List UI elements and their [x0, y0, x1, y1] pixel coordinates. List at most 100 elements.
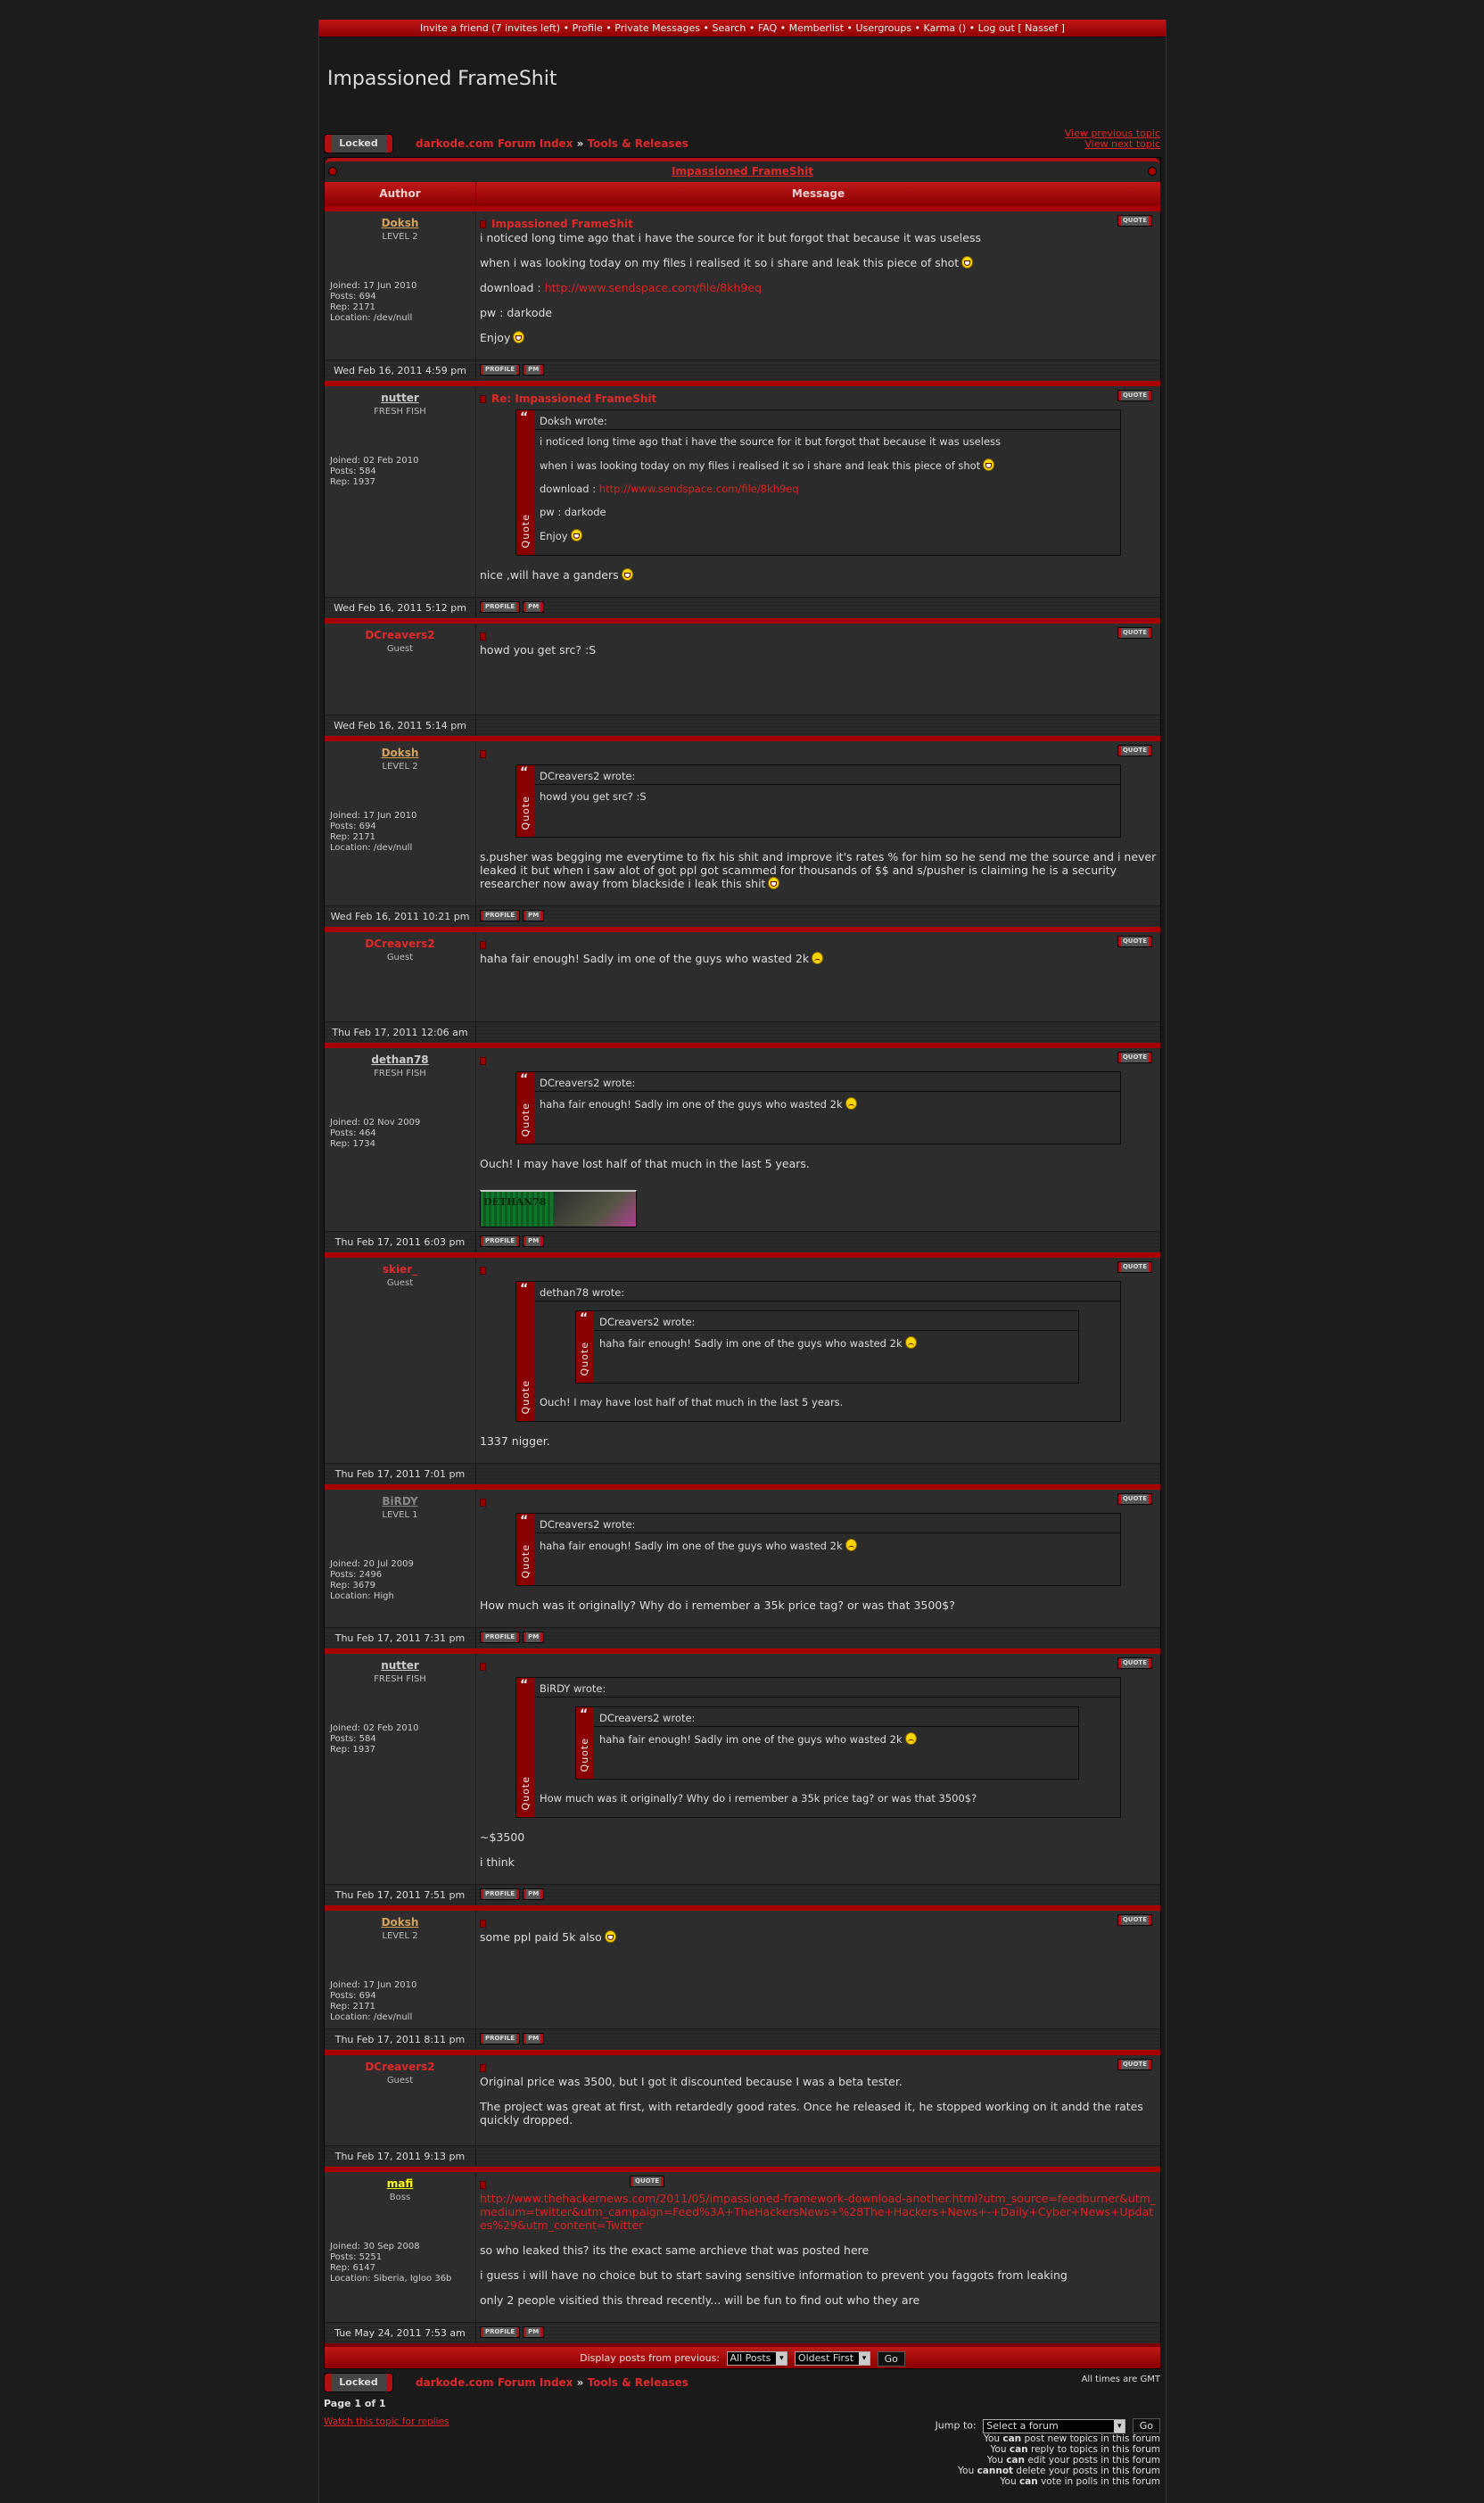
pm-button[interactable]: PM: [523, 2033, 545, 2045]
author-stats: Joined: 17 Jun 2010 Posts: 694 Rep: 2171 Lo…: [330, 811, 470, 854]
post-link[interactable]: http://www.thehackernews.com/2011/05/imp…: [480, 2192, 1157, 2232]
permissions-list: You can post new topics in this forum You…: [958, 2433, 1160, 2487]
topic-title-link[interactable]: Impassioned FrameShit: [672, 165, 813, 178]
paragraph-text: when i was looking today on my files i r…: [540, 459, 981, 472]
quote-button[interactable]: QUOTE: [1117, 745, 1152, 756]
quote-button[interactable]: QUOTE: [1117, 936, 1152, 947]
author-name[interactable]: nutter: [381, 392, 419, 404]
quote-button[interactable]: QUOTE: [1117, 215, 1152, 227]
pm-button[interactable]: PM: [523, 601, 545, 613]
post-author-panel: Doksh LEVEL 2 Joined: 17 Jun 2010 Posts: 69…: [325, 211, 476, 359]
post-date: Wed Feb 16, 2011 10:21 pm: [325, 906, 476, 927]
quote-block: “ Quote DCreavers2 wrote: haha fair enough!…: [515, 1071, 1121, 1144]
quote-label: Quote: [579, 1341, 590, 1375]
pm-button[interactable]: PM: [523, 1888, 545, 1900]
view-previous-topic-link[interactable]: View previous topic: [1064, 128, 1160, 139]
pm-button[interactable]: PM: [523, 1235, 545, 1247]
nav-link-6[interactable]: Usergroups: [855, 22, 912, 34]
post-icon: [480, 1663, 486, 1671]
author-stats: Joined: 17 Jun 2010 Posts: 694 Rep: 2171 Lo…: [330, 1980, 470, 2023]
nav-link-5[interactable]: Memberlist: [788, 22, 845, 34]
author-stat: Rep: 3679: [330, 1581, 375, 1590]
nav-separator: •: [777, 22, 789, 34]
post-paragraph: download : http://www.sendspace.com/file…: [480, 281, 1157, 294]
author-name[interactable]: dethan78: [371, 1053, 429, 1066]
quote-button[interactable]: QUOTE: [1117, 1052, 1152, 1063]
display-go-button[interactable]: Go: [877, 2350, 905, 2367]
post-message: QUOTE http://www.thehackernews.com/2011/0…: [476, 2172, 1160, 2322]
author-name[interactable]: mafi: [386, 2177, 414, 2190]
display-range-select[interactable]: All Posts: [726, 2351, 788, 2366]
quote-mark-icon: “: [580, 1311, 589, 1326]
nav-link-4[interactable]: FAQ: [757, 22, 778, 34]
post: DCreavers2 Guest QUOTE Original price was 3…: [325, 2050, 1160, 2167]
post: DCreavers2 Guest QUOTE howd you get src? :S…: [325, 618, 1160, 736]
pm-button[interactable]: PM: [523, 364, 545, 376]
pm-button[interactable]: PM: [523, 910, 545, 921]
locked-button[interactable]: Locked: [324, 134, 393, 153]
view-next-topic-link[interactable]: View next topic: [1084, 138, 1160, 150]
post-row: nutter FRESH FISH Joined: 02 Feb 2010 Posts…: [325, 1654, 1160, 1884]
paragraph-text: Enjoy: [480, 331, 511, 344]
jump-to-label: Jump to:: [935, 2419, 977, 2432]
profile-button[interactable]: PROFILE: [480, 2326, 521, 2338]
quote-author: DCreavers2 wrote:: [594, 1311, 1078, 1331]
nav-link-7[interactable]: Karma (): [923, 22, 967, 34]
profile-button[interactable]: PROFILE: [480, 1888, 521, 1900]
signature-logo: DETHAN78: [481, 1192, 554, 1227]
profile-button[interactable]: PROFILE: [480, 364, 521, 376]
sort-order-select[interactable]: Oldest First: [794, 2351, 871, 2366]
breadcrumb-tools-releases[interactable]: Tools & Releases: [587, 137, 688, 150]
pm-button[interactable]: PM: [523, 1631, 545, 1643]
author-name[interactable]: Doksh: [381, 217, 419, 229]
breadcrumb-tools-releases[interactable]: Tools & Releases: [587, 2376, 688, 2389]
quote-strip: “ Quote: [516, 1678, 534, 1817]
paragraph-text: only 2 people visitied this thread recen…: [480, 2293, 920, 2307]
author-name[interactable]: BiRDY: [382, 1495, 418, 1508]
quote-mark-icon: “: [520, 1678, 529, 1692]
quote-text: haha fair enough! Sadly im one of the gu…: [534, 1533, 1120, 1585]
breadcrumb-forum-index[interactable]: darkode.com Forum Index: [416, 2376, 573, 2389]
quote-button[interactable]: QUOTE: [1117, 390, 1152, 401]
nav-link-0[interactable]: Invite a friend (7 invites left): [420, 22, 561, 34]
nav-link-1[interactable]: Profile: [572, 22, 603, 34]
profile-button[interactable]: PROFILE: [480, 910, 521, 921]
post-row: skier_ Guest QUOTE “Quote dethan78 wrote: “Qu…: [325, 1258, 1160, 1463]
breadcrumb-forum-index[interactable]: darkode.com Forum Index: [416, 137, 573, 150]
quote-button[interactable]: QUOTE: [1117, 1493, 1152, 1505]
post-footer: Thu Feb 17, 2011 8:11 pm PROFILE PM: [325, 2028, 1160, 2050]
paragraph-text: howd you get src? :S: [480, 643, 597, 657]
nav-link-3[interactable]: Search: [712, 22, 746, 34]
profile-button[interactable]: PROFILE: [480, 1235, 521, 1247]
author-name[interactable]: nutter: [381, 1659, 419, 1672]
post-link[interactable]: http://www.sendspace.com/file/8kh9eq: [544, 281, 762, 294]
forum-select[interactable]: Select a forum: [983, 2418, 1126, 2433]
quote-strip: “ Quote: [516, 1514, 534, 1585]
quote-button[interactable]: QUOTE: [1117, 627, 1152, 639]
author-rank: LEVEL 1: [382, 1510, 418, 1520]
profile-button[interactable]: PROFILE: [480, 1631, 521, 1643]
quote-button[interactable]: QUOTE: [1117, 1657, 1152, 1669]
breadcrumb: darkode.com Forum Index » Tools & Releas…: [416, 137, 688, 150]
quote-button[interactable]: QUOTE: [630, 2176, 665, 2187]
post-link[interactable]: http://www.sendspace.com/file/8kh9eq: [598, 483, 799, 495]
profile-button[interactable]: PROFILE: [480, 601, 521, 613]
locked-button-bottom[interactable]: Locked: [324, 2373, 393, 2392]
jump-go-button[interactable]: Go: [1132, 2418, 1160, 2433]
nav-link-8[interactable]: Log out [ Nassef ]: [977, 22, 1065, 34]
author-name[interactable]: Doksh: [381, 747, 419, 759]
post-footer: Wed Feb 16, 2011 4:59 pm PROFILE PM: [325, 359, 1160, 381]
quote-label: Quote: [520, 795, 532, 830]
post-actions: PROFILE PM: [476, 2029, 550, 2050]
pm-button[interactable]: PM: [523, 2326, 545, 2338]
post-paragraph: 1337 nigger.: [480, 1434, 1157, 1448]
quote-mark-icon: “: [520, 1282, 529, 1296]
quote-button[interactable]: QUOTE: [1117, 2059, 1152, 2070]
author-name[interactable]: Doksh: [381, 1916, 419, 1929]
watch-topic-link[interactable]: Watch this topic for replies: [324, 2416, 449, 2427]
nav-link-2[interactable]: Private Messages: [614, 22, 701, 34]
quote-button[interactable]: QUOTE: [1117, 1914, 1152, 1926]
post-actions: [476, 1022, 483, 1043]
quote-button[interactable]: QUOTE: [1117, 1261, 1152, 1273]
profile-button[interactable]: PROFILE: [480, 2033, 521, 2045]
